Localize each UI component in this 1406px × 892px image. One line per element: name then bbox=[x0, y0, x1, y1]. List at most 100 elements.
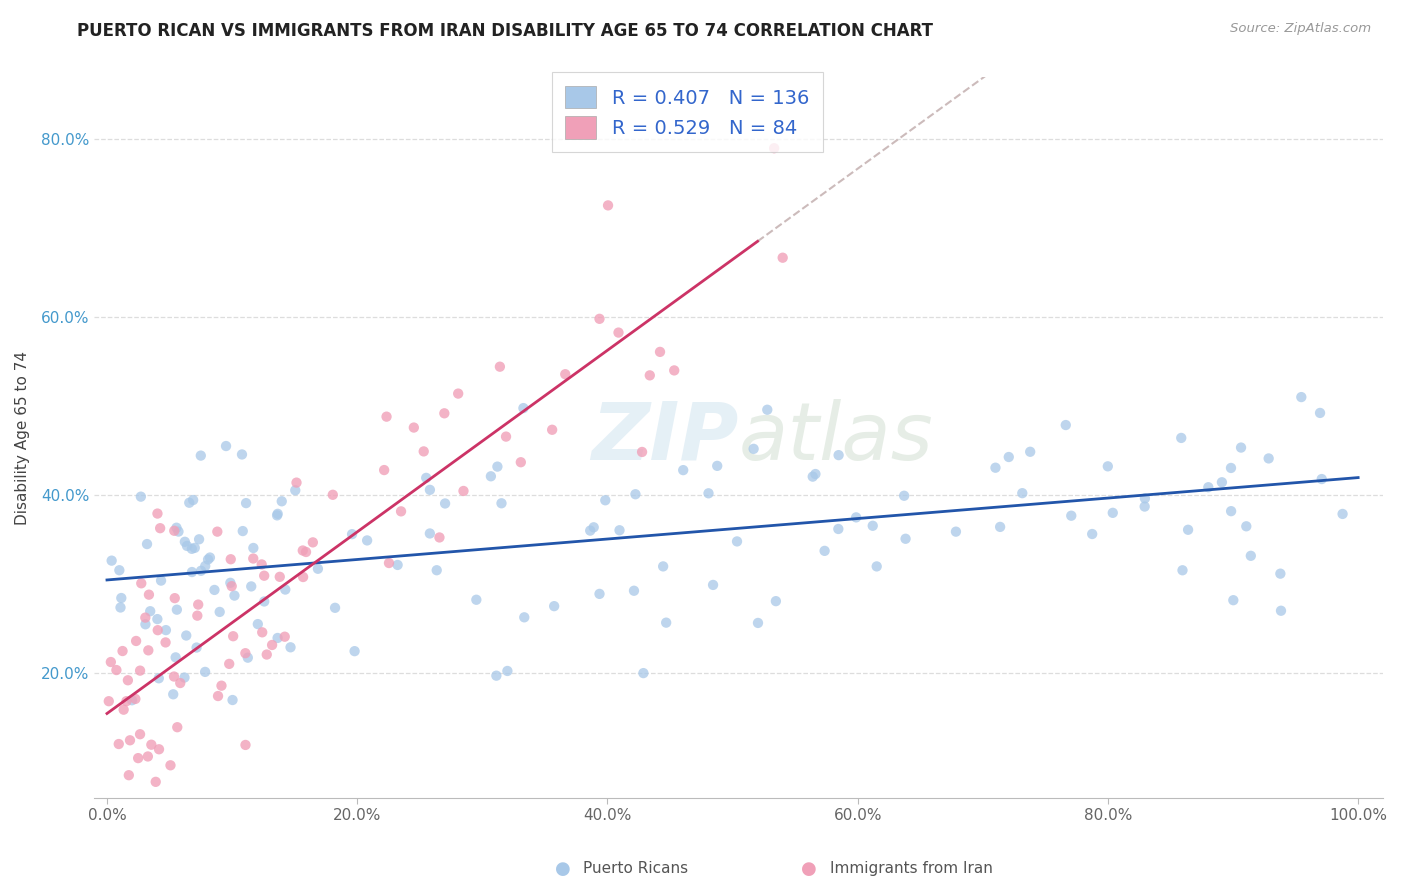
Point bbox=[893, 489, 915, 503]
Point bbox=[588, 587, 610, 601]
Point bbox=[1331, 507, 1354, 521]
Point bbox=[110, 600, 132, 615]
Point bbox=[163, 591, 186, 606]
Point bbox=[419, 483, 441, 497]
Point bbox=[747, 615, 769, 630]
Point bbox=[772, 251, 794, 265]
Point bbox=[231, 447, 253, 461]
Point bbox=[111, 644, 134, 658]
Point bbox=[274, 630, 297, 644]
Text: Puerto Ricans: Puerto Ricans bbox=[583, 862, 689, 876]
Point bbox=[139, 604, 162, 618]
Point bbox=[1291, 390, 1313, 404]
Point bbox=[136, 537, 159, 551]
Point bbox=[554, 368, 576, 382]
Point bbox=[253, 568, 276, 582]
Legend: R = 0.407   N = 136, R = 0.529   N = 84: R = 0.407 N = 136, R = 0.529 N = 84 bbox=[551, 72, 823, 153]
Point bbox=[1060, 508, 1083, 523]
Point bbox=[465, 592, 488, 607]
Point bbox=[129, 664, 152, 678]
Point bbox=[181, 493, 204, 508]
Point bbox=[180, 541, 202, 556]
Point bbox=[197, 552, 219, 566]
Point bbox=[242, 551, 264, 566]
Point bbox=[146, 623, 169, 637]
Point bbox=[1177, 523, 1199, 537]
Point bbox=[250, 558, 273, 572]
Point bbox=[166, 521, 188, 535]
Point bbox=[134, 610, 156, 624]
Point bbox=[322, 488, 344, 502]
Point bbox=[165, 650, 187, 665]
Point bbox=[1309, 406, 1331, 420]
Point bbox=[207, 689, 229, 703]
Point bbox=[988, 520, 1011, 534]
Point bbox=[274, 582, 297, 597]
Point bbox=[204, 582, 226, 597]
Point bbox=[148, 671, 170, 685]
Point bbox=[253, 594, 276, 608]
Point bbox=[280, 640, 302, 655]
Point bbox=[136, 749, 159, 764]
Point bbox=[240, 579, 263, 593]
Point bbox=[702, 578, 724, 592]
Point bbox=[215, 439, 238, 453]
Point bbox=[447, 386, 470, 401]
Point bbox=[1170, 431, 1192, 445]
Point bbox=[412, 444, 434, 458]
Point bbox=[218, 657, 240, 671]
Point bbox=[163, 524, 186, 538]
Point bbox=[155, 623, 177, 637]
Point bbox=[541, 423, 564, 437]
Point bbox=[105, 663, 128, 677]
Point bbox=[356, 533, 378, 548]
Point bbox=[387, 558, 409, 572]
Point bbox=[402, 420, 425, 434]
Point bbox=[221, 579, 243, 593]
Point bbox=[285, 475, 308, 490]
Point bbox=[136, 643, 159, 657]
Point bbox=[389, 504, 412, 518]
Point bbox=[108, 563, 131, 577]
Point bbox=[167, 524, 190, 539]
Point bbox=[186, 640, 208, 655]
Point bbox=[378, 556, 401, 570]
Point bbox=[190, 449, 212, 463]
Point bbox=[596, 198, 619, 212]
Point bbox=[827, 522, 849, 536]
Point bbox=[543, 599, 565, 614]
Point bbox=[486, 459, 509, 474]
Point bbox=[1270, 604, 1292, 618]
Point bbox=[207, 524, 229, 539]
Point bbox=[862, 518, 884, 533]
Point bbox=[512, 401, 534, 416]
Point bbox=[804, 467, 827, 481]
Point bbox=[194, 665, 217, 679]
Point bbox=[186, 608, 208, 623]
Point bbox=[479, 469, 502, 483]
Point bbox=[340, 527, 363, 541]
Point bbox=[127, 751, 149, 765]
Point bbox=[179, 496, 201, 510]
Point bbox=[266, 508, 288, 523]
Point bbox=[1081, 527, 1104, 541]
Point bbox=[118, 733, 141, 747]
Point bbox=[198, 550, 221, 565]
Point bbox=[284, 483, 307, 498]
Point bbox=[222, 629, 245, 643]
Point bbox=[266, 631, 288, 645]
Point bbox=[173, 534, 195, 549]
Point bbox=[118, 768, 141, 782]
Point bbox=[1133, 500, 1156, 514]
Point bbox=[163, 669, 186, 683]
Point bbox=[491, 496, 513, 510]
Point bbox=[697, 486, 720, 500]
Point bbox=[509, 455, 531, 469]
Point bbox=[582, 520, 605, 534]
Point bbox=[984, 460, 1007, 475]
Point bbox=[188, 533, 211, 547]
Point bbox=[194, 559, 217, 574]
Point bbox=[159, 758, 181, 772]
Point bbox=[190, 564, 212, 578]
Point bbox=[1101, 506, 1123, 520]
